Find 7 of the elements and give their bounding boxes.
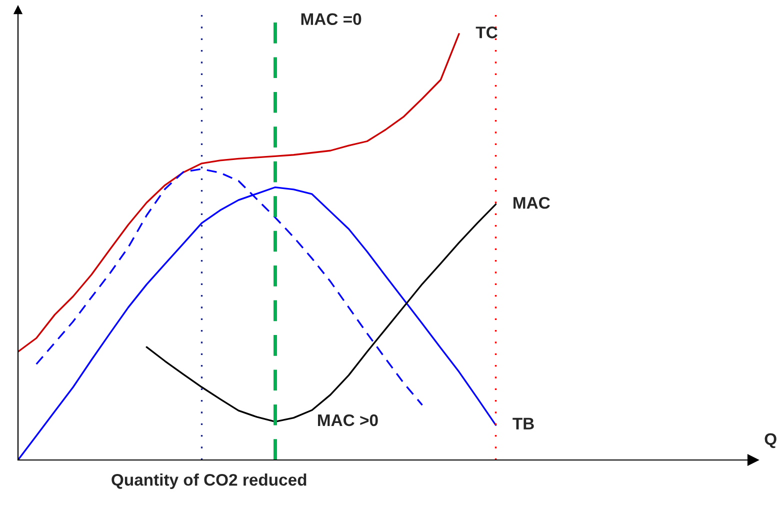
text: MAC =0 (301, 13, 362, 26)
annotation: MAC >0 (318, 414, 378, 426)
series-label: TC (476, 26, 498, 38)
x-axis-title: Quantity of CO2 reduced (112, 474, 306, 490)
series-label: MAC (514, 196, 550, 209)
text: Q (764, 433, 776, 448)
series-label: TB (512, 418, 534, 430)
